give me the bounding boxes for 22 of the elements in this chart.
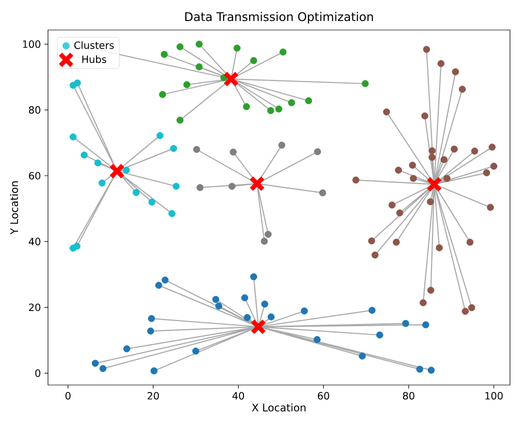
y-tick-label: 100 — [23, 40, 40, 48]
point — [223, 71, 240, 87]
x-tick-label: 0 — [66, 392, 71, 400]
x-tick-label: 80 — [403, 392, 414, 400]
x-tick-label: 100 — [485, 392, 503, 400]
y-tick-label: 40 — [28, 238, 40, 246]
point — [250, 318, 266, 335]
x-axis-title: X Location — [252, 403, 306, 412]
y-tick-label: 20 — [29, 304, 40, 312]
point — [426, 176, 442, 192]
y-tick-label: 0 — [35, 369, 40, 377]
point — [109, 163, 125, 180]
point — [249, 176, 265, 192]
x-tick-label: 40 — [232, 392, 244, 400]
y-axis-title: Y Location — [10, 181, 18, 234]
legend-label: Hubs — [82, 55, 106, 64]
x-tick-label: 20 — [148, 392, 159, 400]
y-tick-label: 60 — [29, 172, 40, 180]
legend-label: Clusters — [74, 41, 114, 49]
x-tick-label: 60 — [318, 392, 330, 400]
chart-title: Data Transmission Optimization — [185, 12, 373, 24]
y-tick-label: 80 — [28, 106, 40, 114]
